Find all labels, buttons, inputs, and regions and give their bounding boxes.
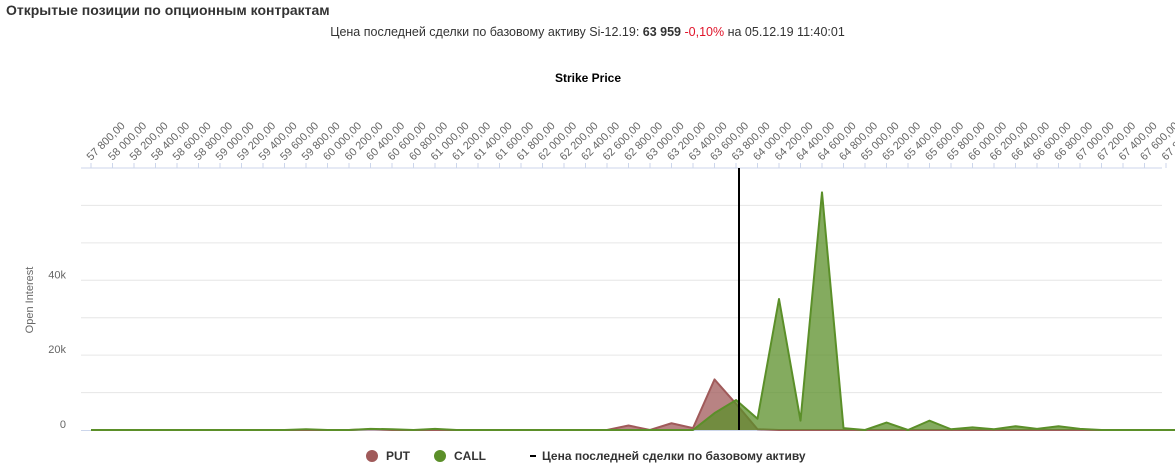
legend-last-price-label: Цена последней сделки по базовому активу	[542, 449, 806, 463]
y-tick-label: 20k	[48, 344, 66, 356]
last-price: 63 959	[642, 25, 682, 39]
put-line	[91, 378, 1175, 431]
subtitle-prefix: Цена последней сделки по базовому активу…	[330, 25, 640, 39]
y-tick-label: 0	[60, 419, 66, 431]
legend-item-last-price: Цена последней сделки по базовому активу	[530, 449, 806, 463]
legend-item-call[interactable]: CALL	[434, 449, 486, 463]
chart-legend: PUT CALL Цена последней сделки по базово…	[366, 448, 806, 464]
legend-put-label: PUT	[386, 449, 410, 463]
x-axis-title: Strike Price	[555, 71, 621, 85]
legend-item-put[interactable]: PUT	[366, 449, 410, 463]
subtitle-suffix: на 05.12.19 11:40:01	[727, 25, 845, 39]
y-tick-label: 40k	[48, 269, 66, 281]
call-area	[91, 192, 1175, 430]
put-area	[91, 379, 1175, 430]
call-line	[91, 191, 1175, 431]
chart-subtitle: Цена последней сделки по базовому активу…	[0, 25, 1175, 39]
last-price-line-marker	[530, 455, 536, 457]
y-axis-title: Open Interest	[24, 267, 36, 334]
price-change: -0,10%	[684, 25, 725, 39]
call-series-marker	[434, 450, 446, 462]
legend-call-label: CALL	[454, 449, 486, 463]
page-title: Открытые позиции по опционным контрактам	[6, 2, 330, 18]
put-series-marker	[366, 450, 378, 462]
